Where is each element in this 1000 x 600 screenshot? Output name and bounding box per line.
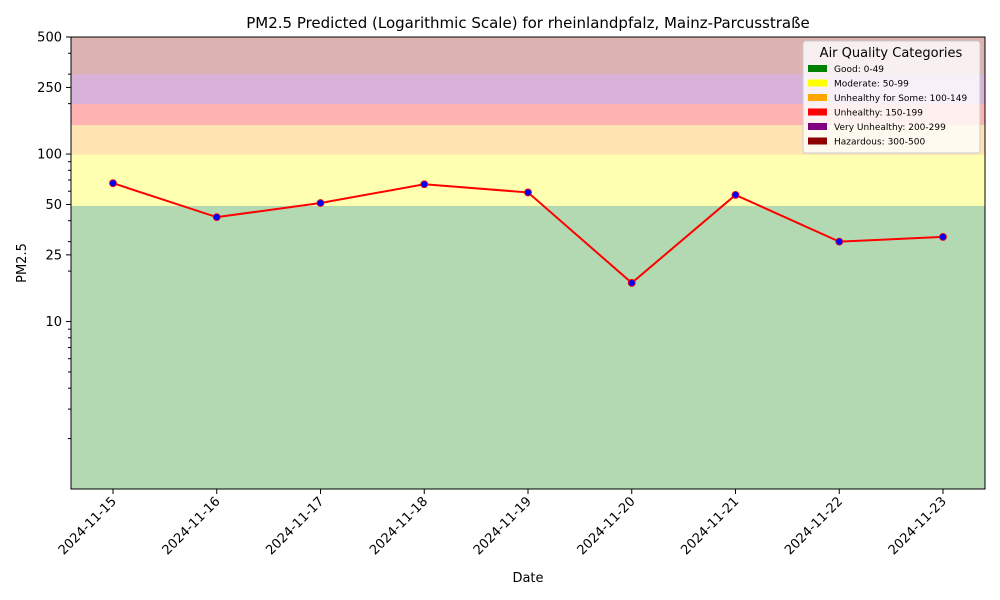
data-point: [835, 237, 844, 246]
legend-title: Air Quality Categories: [820, 46, 963, 61]
x-axis-label: Date: [512, 571, 543, 586]
y-tick-label: 10: [45, 315, 62, 330]
y-tick-label: 25: [45, 248, 62, 263]
data-point: [731, 191, 740, 199]
legend-swatch: [808, 79, 827, 87]
legend-items: Good: 0-49 Moderate: 50-99 Unhealthy for S…: [808, 65, 967, 148]
data-point: [939, 233, 947, 241]
legend-swatch: [808, 108, 827, 116]
data-point: [420, 180, 429, 189]
y-axis-ticks: 10 25 50 100 250 500: [37, 31, 71, 440]
x-tick-label: 2024-11-22: [782, 494, 846, 558]
legend-box: [802, 40, 981, 154]
legend-swatch: [808, 65, 827, 72]
legend-swatch: [808, 123, 827, 130]
x-tick-label: 2024-11-23: [886, 494, 950, 558]
plot-frame: [70, 36, 986, 490]
y-tick-label: 100: [37, 148, 62, 163]
legend-label: Moderate: 50-99: [834, 80, 909, 90]
data-point: [316, 199, 325, 207]
legend-swatch: [808, 137, 827, 145]
data-point: [627, 279, 636, 287]
y-axis-label: PM2.5: [15, 243, 30, 283]
legend-label: Unhealthy for Some: 100-149: [834, 94, 967, 104]
x-tick-label: 2024-11-20: [575, 494, 639, 558]
data-point: [212, 213, 221, 222]
x-tick-label: 2024-11-16: [160, 494, 224, 558]
legend-label: Unhealthy: 150-199: [834, 109, 923, 119]
x-tick-label: 2024-11-18: [367, 494, 431, 558]
x-axis-ticks: 2024-11-15 2024-11-16 2024-11-17 2024-11-18…: [56, 489, 950, 558]
band-4: [71, 104, 985, 126]
y-tick-label: 500: [37, 31, 62, 46]
x-tick-label: 2024-11-17: [263, 494, 327, 558]
y-tick-label: 50: [45, 198, 62, 213]
legend-label: Good: 0-49: [834, 65, 884, 75]
series-group: [109, 179, 947, 287]
legend-label: Very Unhealthy: 200-299: [834, 123, 946, 133]
legend-swatch: [808, 94, 827, 101]
x-tick-label: 2024-11-15: [56, 494, 120, 558]
x-tick-label: 2024-11-19: [471, 494, 535, 558]
band-2: [71, 154, 985, 206]
data-point: [109, 179, 117, 188]
legend-label: Hazardous: 300-500: [834, 138, 925, 148]
data-point: [524, 188, 532, 197]
x-tick-label: 2024-11-21: [678, 494, 742, 558]
legend: Air Quality Categories Good: 0-49 Moderat…: [802, 40, 981, 154]
y-tick-label: 250: [37, 81, 62, 96]
band-1: [71, 205, 985, 489]
chart-title: PM2.5 Predicted (Logarithmic Scale) for …: [246, 14, 810, 32]
